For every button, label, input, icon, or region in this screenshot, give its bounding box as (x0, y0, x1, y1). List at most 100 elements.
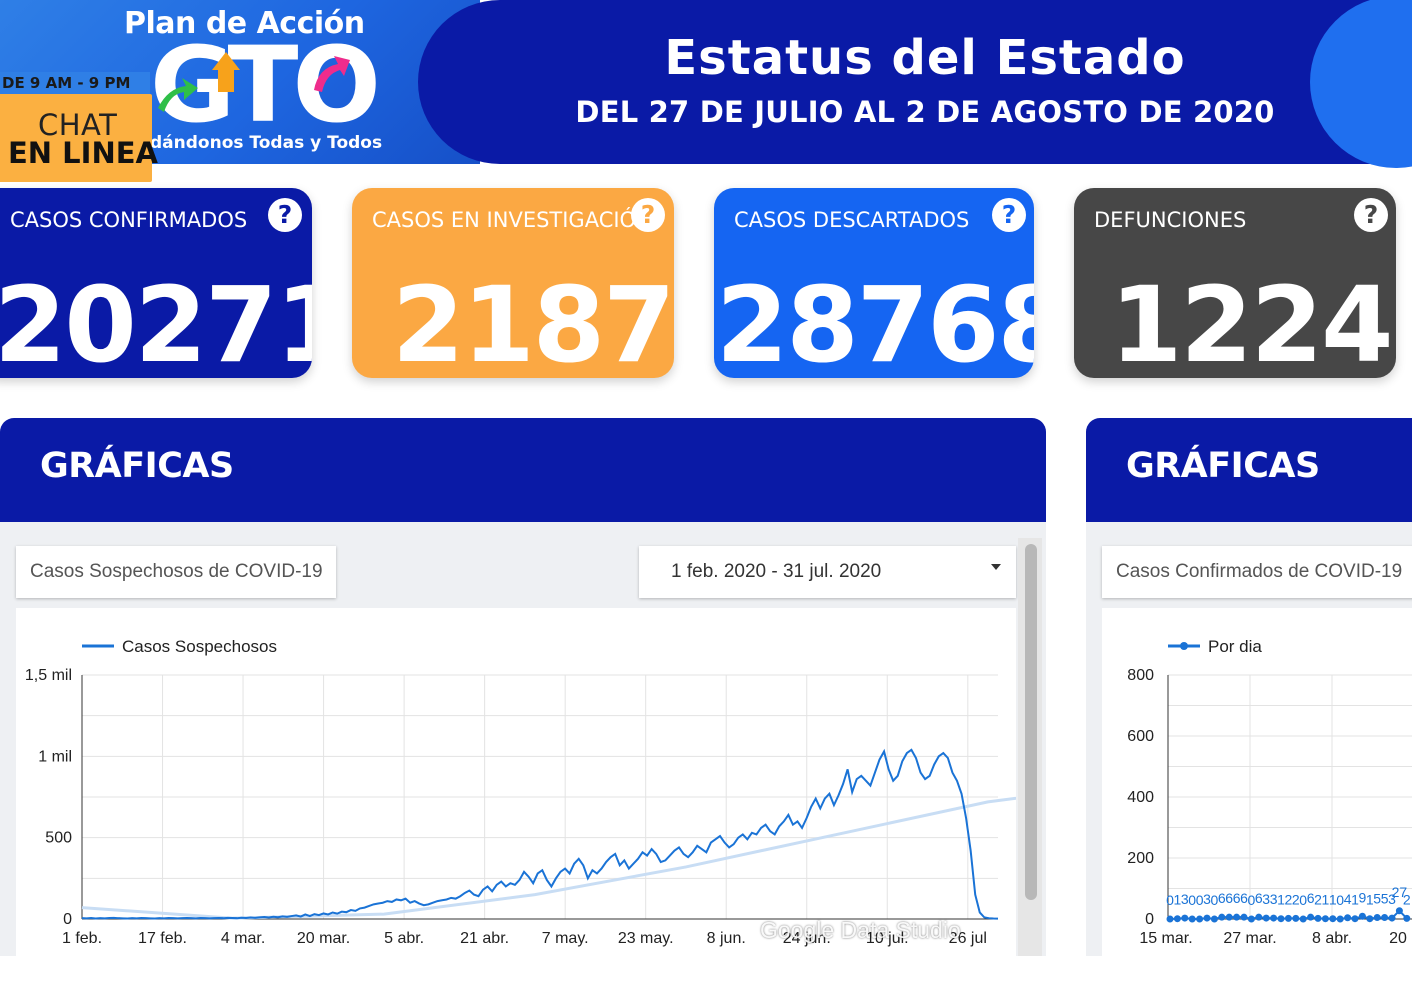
data-point (1225, 913, 1233, 921)
data-label: 1 (1366, 892, 1374, 908)
data-point (1395, 907, 1403, 915)
card-defunciones: DEFUNCIONES ? 1224 (1074, 188, 1396, 378)
y-tick-label: 400 (1127, 789, 1154, 806)
x-tick-label: 27 mar. (1223, 930, 1276, 947)
x-tick-label: 15 mar. (1139, 930, 1192, 947)
data-label: 3 (1203, 891, 1211, 907)
y-tick-label: 800 (1127, 667, 1154, 684)
data-point (1388, 914, 1396, 922)
data-label: 0 (1196, 892, 1204, 908)
data-label: 3 (1270, 891, 1278, 907)
chat-button[interactable] (0, 94, 152, 182)
card-label: DEFUNCIONES (1094, 208, 1247, 232)
data-point (1403, 914, 1411, 922)
data-label: 0 (1299, 892, 1307, 908)
data-label: 1 (1329, 892, 1337, 908)
logo-plan-text: Plan de Acción (124, 6, 365, 41)
x-tick-label: 7 may. (542, 930, 589, 947)
data-point (1188, 915, 1196, 923)
data-point (1277, 915, 1285, 923)
data-point (1321, 915, 1329, 923)
data-point (1247, 915, 1255, 923)
data-label: 1 (1174, 892, 1182, 908)
data-label: 2 (1314, 891, 1322, 907)
x-tick-label: 10 jul. (866, 930, 909, 947)
card-label: CASOS EN INVESTIGACIÓN (372, 208, 652, 232)
data-point (1196, 915, 1204, 923)
data-label: 4 (1344, 891, 1352, 907)
data-label: 3 (1388, 891, 1396, 907)
data-label: 0 (1248, 892, 1256, 908)
legend-marker (1180, 642, 1188, 650)
data-point (1381, 913, 1389, 921)
data-point (1270, 914, 1278, 922)
data-label: 6 (1307, 890, 1315, 906)
data-label: 27 (1392, 884, 1408, 900)
chat-label-line2[interactable]: EN LINEA (8, 136, 158, 170)
data-point (1299, 915, 1307, 923)
data-point (1255, 913, 1263, 921)
data-label: 6 (1225, 890, 1233, 906)
help-icon[interactable]: ? (992, 198, 1026, 232)
help-icon[interactable]: ? (1354, 198, 1388, 232)
x-tick-label: 26 jul (949, 930, 987, 947)
data-label: 2 (1403, 891, 1411, 907)
data-point (1181, 914, 1189, 922)
y-tick-label: 1 mil (38, 748, 72, 765)
legend-label: Por dia (1208, 637, 1262, 656)
header-banner (418, 0, 1412, 164)
data-label: 9 (1359, 889, 1367, 905)
data-point (1351, 915, 1359, 923)
y-tick-label: 1,5 mil (25, 667, 72, 684)
metric-selector[interactable]: Casos Sospechosos de COVID-19 (16, 546, 336, 598)
data-label: 5 (1373, 890, 1381, 906)
section-title: GRÁFICAS (40, 446, 234, 486)
green-arrow-icon (158, 78, 198, 112)
legend-label: Casos Sospechosos (122, 637, 277, 656)
y-tick-label: 0 (1145, 911, 1154, 928)
x-tick-label: 20 mar. (297, 930, 350, 947)
metric-selector-right[interactable]: Casos Confirmados de COVID-19 (1102, 546, 1412, 598)
card-value: 28768 (716, 264, 1034, 378)
data-point (1314, 914, 1322, 922)
card-casos-en-investigacion: CASOS EN INVESTIGACIÓN ? 2187 (352, 188, 674, 378)
help-icon[interactable]: ? (268, 198, 302, 232)
x-tick-label: 8 abr. (1312, 930, 1352, 947)
help-icon[interactable]: ? (631, 198, 665, 232)
logo-tagline: dándonos Todas y Todos (150, 133, 383, 153)
data-label: 6 (1218, 890, 1226, 906)
data-label: 3 (1262, 891, 1270, 907)
data-label: 3 (1181, 891, 1189, 907)
chevron-down-icon[interactable] (991, 564, 1001, 570)
y-tick-label: 200 (1127, 850, 1154, 867)
x-tick-label: 20 (1389, 930, 1407, 947)
data-point (1166, 915, 1174, 923)
card-label: CASOS DESCARTADOS (734, 208, 970, 232)
data-point (1173, 915, 1181, 923)
card-value: 2187 (392, 264, 674, 378)
chat-hours: DE 9 AM - 9 PM (0, 72, 150, 94)
card-value: 20271 (0, 264, 312, 378)
trend-line (81, 787, 1089, 920)
pink-arrow-icon (314, 56, 350, 92)
x-tick-label: 17 feb. (138, 930, 187, 947)
data-label: 6 (1233, 890, 1241, 906)
date-range-selector[interactable]: 1 feb. 2020 - 31 jul. 2020 (639, 546, 1016, 598)
data-point (1203, 914, 1211, 922)
card-label: CASOS CONFIRMADOS (10, 208, 248, 232)
data-label: 5 (1381, 890, 1389, 906)
orange-arrow-icon (212, 52, 240, 92)
x-tick-label: 5 abr. (384, 930, 424, 947)
chat-label-line1[interactable]: CHAT (38, 108, 118, 142)
x-tick-label: 23 may. (618, 930, 674, 947)
data-point (1373, 913, 1381, 921)
date-range-value[interactable]: 1 feb. 2020 - 31 jul. 2020 (671, 561, 882, 582)
data-label: 2 (1292, 891, 1300, 907)
x-tick-label: 1 feb. (62, 930, 102, 947)
suspected-cases-chart: 1 feb. 17 feb. 4 mar. 20 mar. 5 abr. 21 abr. 7… (25, 637, 1089, 947)
card-casos-confirmados: CASOS CONFIRMADOS ? 20271 (0, 188, 312, 378)
scrollbar-thumb[interactable] (1025, 544, 1037, 900)
watermark: Google Data Studio (760, 917, 961, 943)
data-point (1344, 914, 1352, 922)
